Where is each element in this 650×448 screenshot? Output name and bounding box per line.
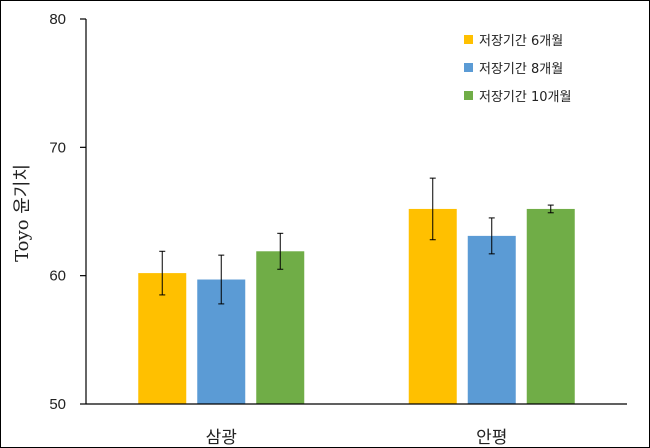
y-tick-label: 70: [49, 139, 66, 156]
y-tick-label: 60: [49, 268, 66, 285]
legend-swatch: [464, 91, 473, 100]
y-axis: 50 60 70 80: [49, 11, 87, 413]
x-axis: 삼광 안평: [86, 403, 627, 447]
legend-label: 저장기간 6개월: [479, 34, 563, 49]
legend-swatch: [464, 35, 473, 44]
bar: [256, 251, 305, 404]
y-axis-label: Toyo 윤기치: [12, 164, 33, 262]
legend-label: 저장기간 10개월: [479, 90, 571, 105]
legend-label: 저장기간 8개월: [479, 62, 563, 77]
error-bars: [159, 177, 554, 305]
bar: [467, 235, 516, 404]
legend-swatch: [464, 63, 473, 72]
x-category-label: 안평: [476, 428, 507, 447]
bar: [526, 208, 575, 404]
y-tick-label: 80: [49, 11, 66, 28]
y-tick-label: 50: [49, 396, 66, 413]
x-category-label: 삼광: [206, 428, 237, 447]
bars: [138, 208, 575, 404]
bar: [408, 208, 457, 404]
